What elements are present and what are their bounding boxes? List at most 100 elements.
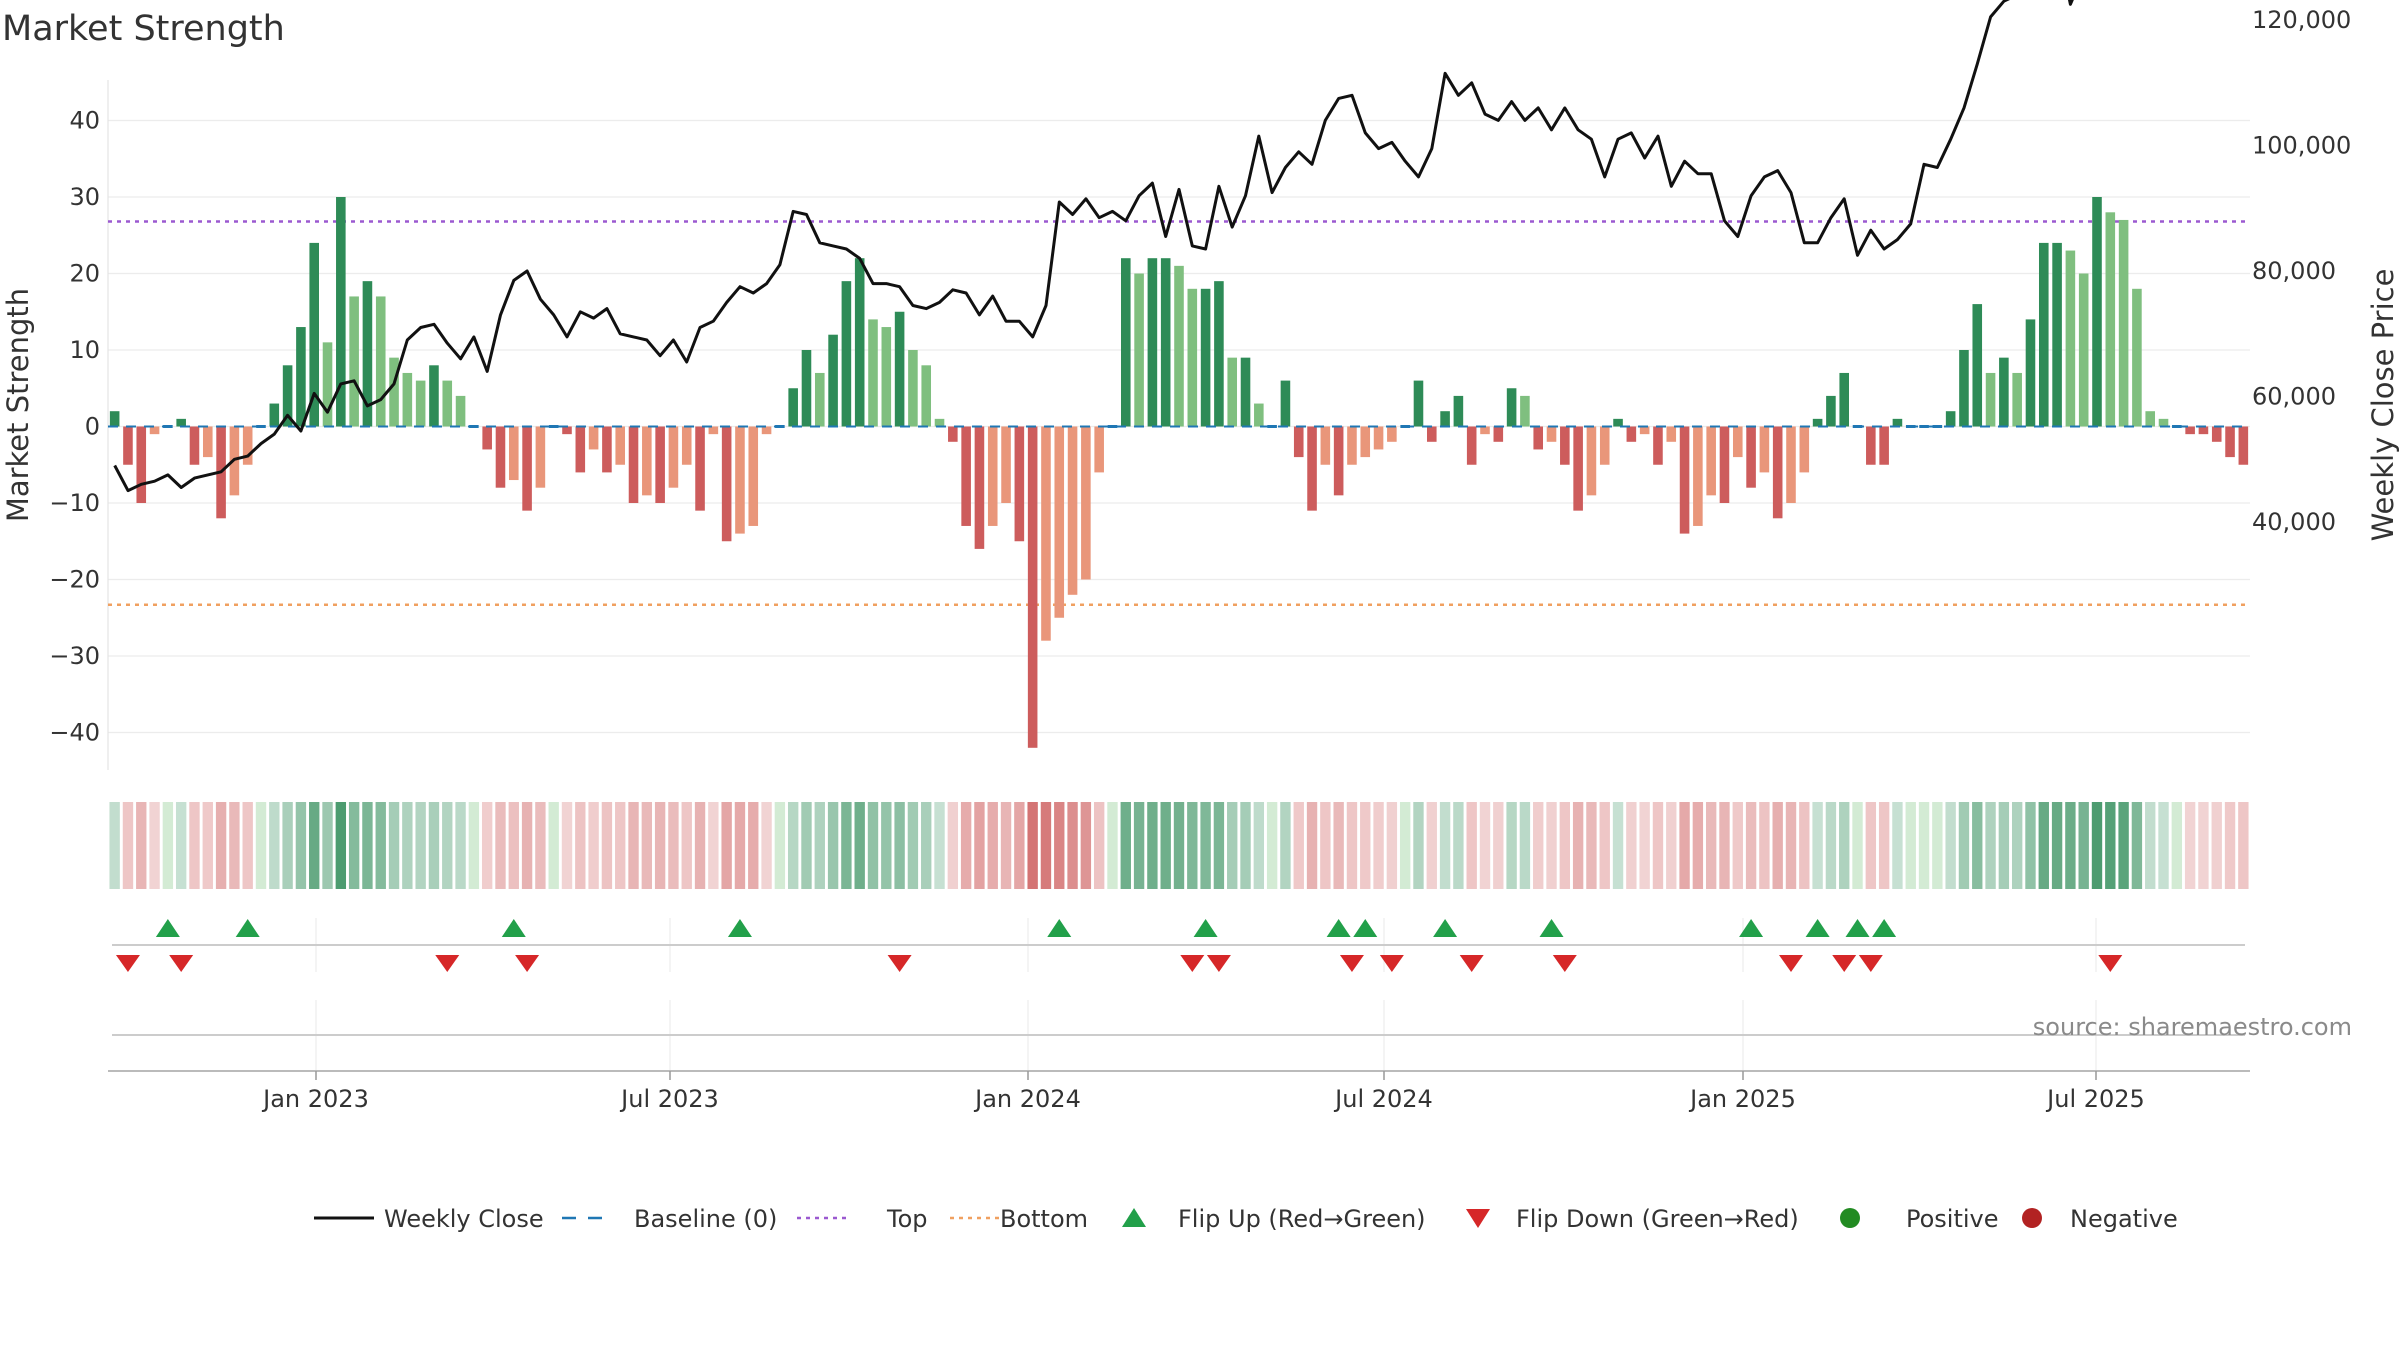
legend-swatch-negative	[2022, 1208, 2042, 1228]
y-tick-label: −30	[49, 642, 100, 670]
strength-bar	[1147, 258, 1158, 427]
heat-cell	[1878, 802, 1890, 889]
strength-bar	[2172, 425, 2182, 428]
strength-bar	[934, 418, 945, 427]
strength-bar	[309, 242, 320, 427]
strength-bar	[1333, 426, 1344, 496]
strength-bar	[2078, 273, 2089, 427]
heat-cell	[854, 802, 865, 889]
strength-bar	[681, 426, 692, 465]
heat-cell	[2051, 802, 2063, 889]
heat-cell	[2011, 802, 2023, 889]
strength-bar	[761, 426, 772, 435]
heat-cell	[1027, 802, 1038, 889]
heat-cell	[1506, 802, 1517, 889]
strength-bar	[2185, 426, 2195, 435]
heat-cell	[1120, 802, 1131, 889]
strength-bar	[362, 281, 373, 427]
strength-bar	[2092, 197, 2102, 427]
strength-bar	[1693, 426, 1703, 526]
flip-down-marker	[887, 955, 912, 972]
reference-lines	[108, 220, 2250, 606]
heat-cell	[1812, 802, 1823, 889]
source-note: source: sharemaestro.com	[2033, 1013, 2352, 1041]
heat-cell	[1160, 802, 1171, 889]
heat-cell	[1227, 802, 1238, 889]
price-line-group	[113, 0, 2074, 493]
strength-bar	[961, 426, 971, 526]
strength-bar	[522, 426, 532, 511]
heat-cell	[761, 802, 772, 889]
chart-title: Market Strength	[2, 9, 285, 49]
strength-bar	[415, 380, 426, 427]
heat-cell	[894, 802, 905, 889]
y2-tick-label: 120,000	[2252, 6, 2351, 34]
flip-down-marker	[1552, 955, 1577, 972]
heat-cell	[548, 802, 559, 889]
heat-cell	[1439, 802, 1451, 889]
legend-swatch-flip-up	[1122, 1208, 1146, 1227]
y2-tick-label: 40,000	[2252, 508, 2336, 536]
y-tick-label: 0	[85, 413, 100, 441]
flip-down-marker	[1180, 955, 1205, 972]
heat-cell	[375, 802, 386, 889]
heat-cell	[1280, 802, 1291, 889]
strength-bar	[1839, 372, 1850, 427]
strength-bar	[628, 426, 639, 503]
x-tick-label: Jul 2025	[2045, 1085, 2145, 1113]
heat-cell	[694, 802, 706, 889]
strength-bar	[123, 426, 133, 465]
heat-cell	[481, 802, 493, 889]
heat-cell	[255, 802, 267, 889]
strength-bar	[149, 426, 160, 435]
strength-bar	[814, 372, 825, 427]
strength-bar	[508, 426, 519, 481]
strength-bar	[841, 281, 852, 427]
flip-down-marker	[1832, 955, 1857, 972]
y2-axis-label: Weekly Close Price	[2366, 269, 2400, 542]
strength-bar	[1573, 426, 1583, 511]
heat-cell	[122, 802, 134, 889]
strength-bar	[322, 342, 333, 427]
flip-up-marker	[1047, 919, 1072, 937]
heat-cell	[2038, 802, 2049, 889]
heat-cell	[601, 802, 613, 889]
strength-bar	[296, 327, 306, 427]
y2-tick-label: 60,000	[2252, 383, 2336, 411]
strength-bar	[1560, 426, 1570, 465]
heat-cell	[801, 802, 812, 889]
heat-cell	[229, 802, 240, 889]
heat-cell	[362, 802, 373, 889]
heat-cell	[1905, 802, 1916, 889]
heat-cell	[1413, 802, 1424, 889]
flip-down-marker	[169, 955, 194, 972]
strength-bar	[1360, 426, 1371, 458]
heat-cell	[628, 802, 639, 889]
heat-cell	[1692, 802, 1704, 889]
flip-up-marker	[1872, 919, 1897, 937]
legend-label: Weekly Close	[384, 1205, 544, 1233]
heat-cell	[2105, 802, 2116, 889]
heat-cell	[1559, 802, 1571, 889]
strength-bar	[2012, 372, 2022, 427]
heat-cell	[721, 802, 732, 889]
heat-cell	[921, 802, 932, 889]
heat-cell	[1865, 802, 1877, 889]
strength-bar	[1067, 426, 1078, 595]
heat-cell	[2158, 802, 2169, 889]
heat-cell	[295, 802, 307, 889]
heat-cell	[1732, 802, 1743, 889]
heat-cell	[2078, 802, 2089, 889]
strength-bar	[1107, 425, 1118, 428]
heat-cell	[149, 802, 160, 889]
flip-markers-panel	[112, 918, 2245, 972]
bottom-panel	[108, 1000, 2250, 1072]
heat-cell	[2118, 802, 2129, 889]
heat-cell	[1014, 802, 1025, 889]
heat-cell	[2211, 802, 2222, 889]
strength-bar	[1293, 426, 1304, 458]
legend-label: Negative	[2070, 1205, 2178, 1233]
strength-bar	[2065, 250, 2076, 427]
strength-bar	[1094, 426, 1104, 473]
strength-bar	[1200, 288, 1211, 427]
